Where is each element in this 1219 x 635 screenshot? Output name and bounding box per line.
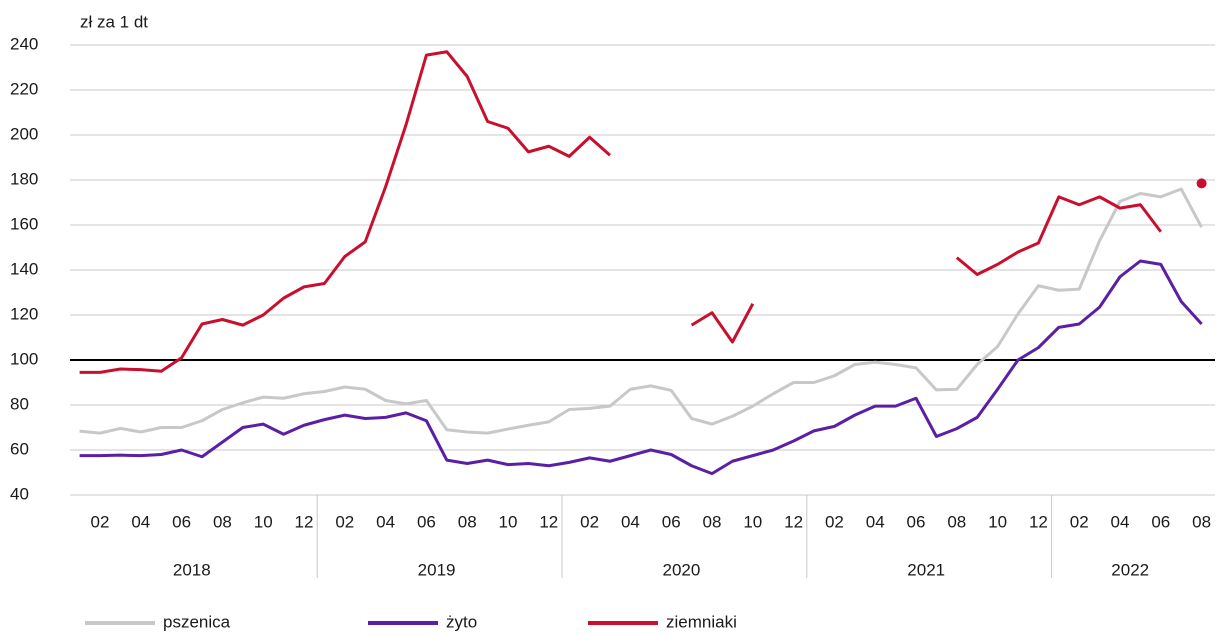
year-label: 2018	[173, 560, 211, 579]
x-tick-label: 04	[1111, 512, 1130, 531]
x-tick-label: 12	[539, 512, 558, 531]
point	[1196, 178, 1207, 189]
year-label: 2020	[662, 560, 700, 579]
line	[80, 52, 1202, 373]
x-tick-label: 06	[662, 512, 681, 531]
x-tick-label: 08	[1192, 512, 1211, 531]
y-tick-label: 80	[10, 394, 29, 413]
x-tick-label: 08	[703, 512, 722, 531]
x-tick-label: 02	[1070, 512, 1089, 531]
x-tick-label: 12	[784, 512, 803, 531]
x-tick-label: 04	[131, 512, 150, 531]
x-tick-label: 04	[866, 512, 885, 531]
y-tick-label: 200	[10, 124, 38, 143]
legend-label: ziemniaki	[666, 612, 737, 631]
x-tick-label: 10	[254, 512, 273, 531]
year-label: 2021	[907, 560, 945, 579]
x-tick-label: 08	[947, 512, 966, 531]
y-tick-label: 40	[10, 484, 29, 503]
x-tick-label: 06	[907, 512, 926, 531]
y-tick-label: 60	[10, 439, 29, 458]
x-tick-label: 10	[743, 512, 762, 531]
y-axis-label: zł za 1 dt	[80, 12, 148, 31]
x-tick-label: 12	[1029, 512, 1048, 531]
x-tick-label: 04	[376, 512, 395, 531]
x-tick-label: 06	[417, 512, 436, 531]
y-tick-label: 160	[10, 214, 38, 233]
y-tick-label: 180	[10, 169, 38, 188]
y-tick-label: 100	[10, 349, 38, 368]
x-tick-label: 10	[499, 512, 518, 531]
x-tick-label: 08	[213, 512, 232, 531]
x-tick-label: 08	[458, 512, 477, 531]
x-tick-label: 06	[1151, 512, 1170, 531]
x-tick-label: 10	[988, 512, 1007, 531]
x-tick-label: 12	[295, 512, 314, 531]
x-tick-label: 02	[825, 512, 844, 531]
x-tick-label: 04	[621, 512, 640, 531]
y-tick-label: 140	[10, 259, 38, 278]
line	[79, 259, 1203, 476]
y-tick-label: 220	[10, 79, 38, 98]
legend-label: żyto	[446, 612, 477, 631]
x-tick-label: 02	[580, 512, 599, 531]
x-tick-label: 02	[91, 512, 110, 531]
x-tick-label: 06	[172, 512, 191, 531]
legend-label: pszenica	[163, 612, 231, 631]
y-tick-label: 240	[10, 34, 38, 53]
line	[79, 187, 1203, 435]
x-tick-label: 02	[335, 512, 354, 531]
year-label: 2022	[1111, 560, 1149, 579]
y-tick-label: 120	[10, 304, 38, 323]
year-label: 2019	[418, 560, 456, 579]
